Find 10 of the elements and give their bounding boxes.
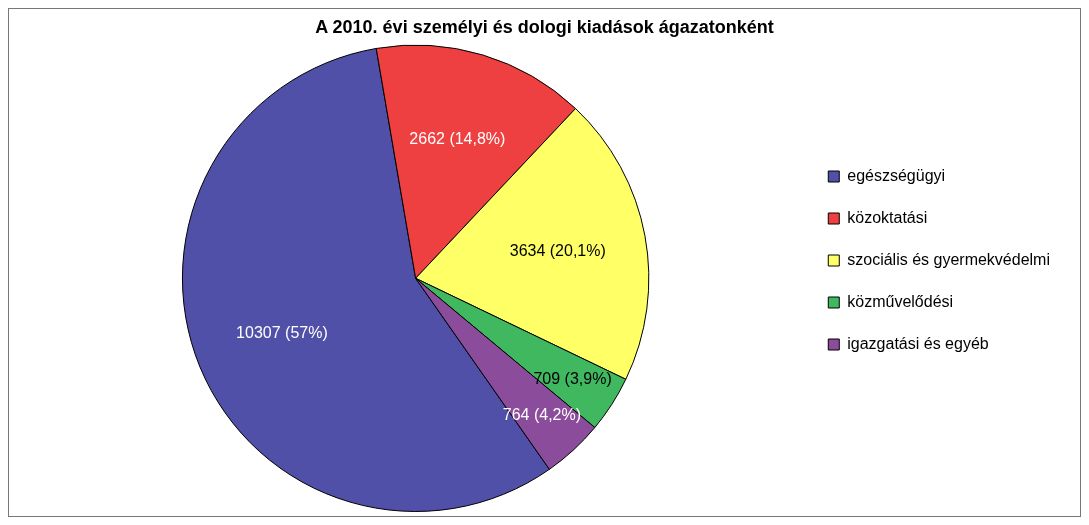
legend-label: egészségügyi [847,166,946,184]
legend-label: közoktatási [847,208,928,226]
chart-title: A 2010. évi személyi és dologi kiadások ágazatonként [315,16,774,37]
data-label: 3634 (20,1%) [509,242,606,260]
data-label: 10307 (57%) [236,323,328,341]
legend-label: igazgatási és egyéb [847,334,989,352]
data-label: 2662 (14,8%) [409,130,506,148]
data-label: 709 (3,9%) [533,369,612,387]
legend-label: szociális és gyermekvédelmi [847,250,1050,268]
legend-label: közművelődési [847,292,954,310]
